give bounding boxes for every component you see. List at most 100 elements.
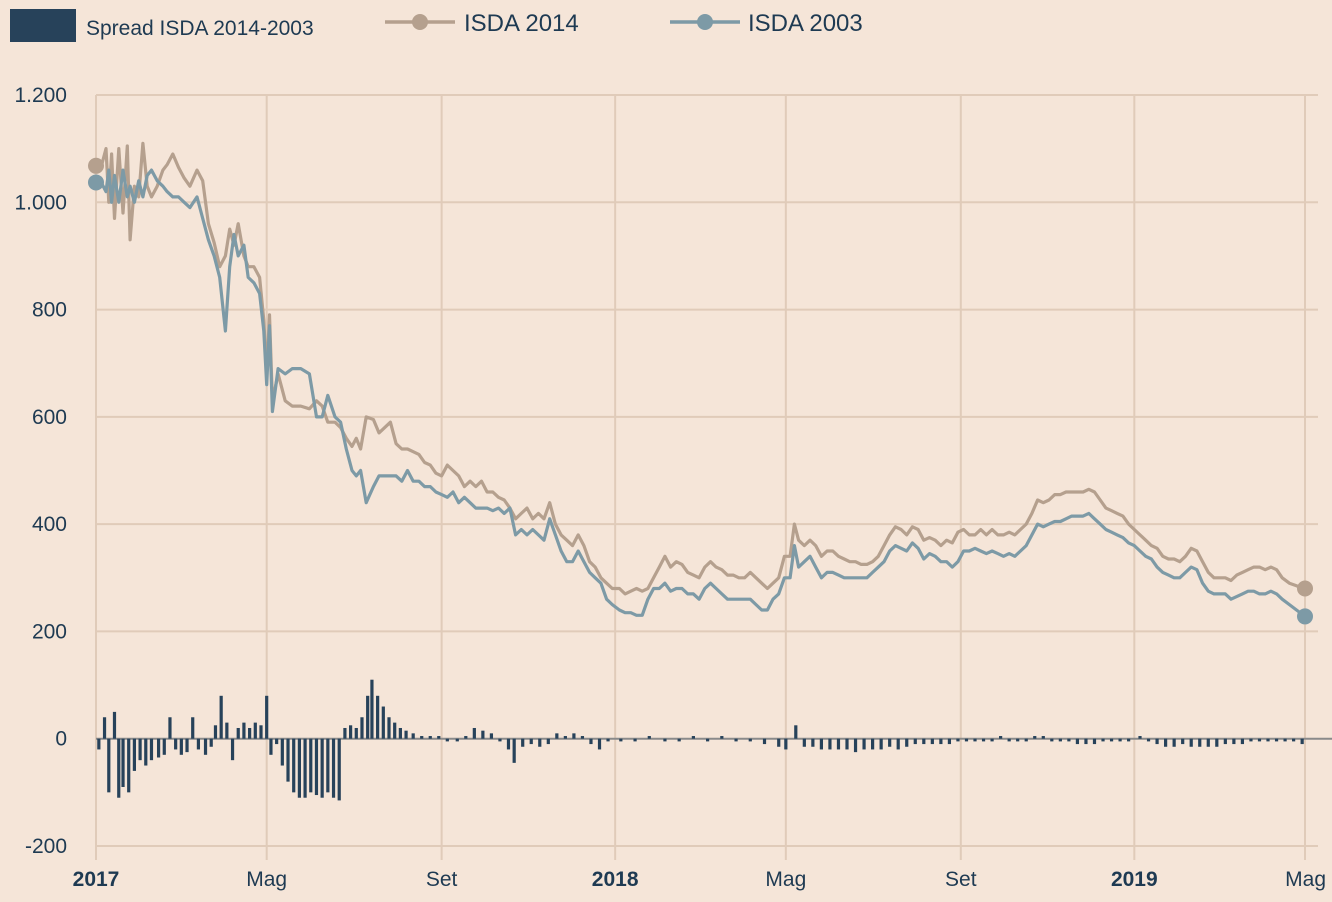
spread-bar — [387, 717, 391, 739]
spread-bar — [1206, 738, 1210, 747]
spread-bar — [1249, 738, 1253, 742]
spread-bar — [121, 738, 125, 787]
spread-bar — [663, 738, 667, 742]
spread-bar — [828, 738, 832, 750]
spread-bar — [203, 738, 208, 755]
spread-bar — [572, 733, 576, 739]
spread-bar — [303, 738, 307, 798]
y-tick-label: 800 — [32, 299, 67, 322]
spread-bar — [253, 722, 257, 739]
spread-bar — [162, 738, 166, 755]
spread-bar — [845, 738, 849, 750]
y-tick-label: -200 — [25, 835, 67, 858]
spread-bar — [498, 738, 502, 742]
spread-bar — [734, 738, 738, 742]
spread-bar — [265, 695, 269, 739]
spread-bar — [1300, 738, 1304, 745]
spread-bar — [445, 738, 449, 742]
spread-bar — [879, 738, 883, 750]
spread-bar — [1067, 738, 1071, 742]
x-axis: 2017 Mag Set 2018 Mag Set 2019 Mag — [73, 868, 1326, 891]
spread-bar — [404, 730, 408, 739]
grid — [95, 94, 1332, 860]
spread-bar — [784, 738, 788, 750]
spread-bar — [1101, 738, 1105, 742]
spread-bar — [506, 738, 511, 750]
spread-bar — [905, 738, 909, 747]
spread-bar — [420, 736, 424, 739]
spread-bar — [512, 738, 516, 763]
spread-bar — [1283, 738, 1287, 742]
spread-bar — [538, 738, 542, 747]
spread-bar — [337, 738, 341, 801]
legend-swatch-spread — [10, 9, 76, 42]
spread-bar — [794, 725, 798, 739]
spread-bar — [862, 738, 866, 750]
x-tick-label: 2018 — [592, 868, 639, 891]
spread-bar — [360, 717, 364, 739]
spread-bar — [185, 738, 189, 753]
start-marker-isda-2014 — [88, 157, 104, 174]
spread-bar — [1198, 738, 1202, 747]
spread-bar — [393, 722, 397, 739]
spread-bar — [606, 738, 610, 742]
legend-label-isda2003: ISDA 2003 — [748, 10, 863, 37]
spread-bar — [326, 738, 330, 793]
spread-bar — [343, 727, 347, 739]
spread-bar — [1240, 738, 1245, 745]
spread-bar — [811, 738, 815, 747]
spread-bar — [370, 679, 374, 739]
end-marker-isda-2003 — [1297, 608, 1313, 625]
spread-bar — [248, 727, 252, 739]
x-tick-label: Mag — [246, 868, 287, 891]
spread-bar — [1266, 738, 1270, 742]
spread-bar — [1215, 738, 1219, 747]
end-marker-isda-2014 — [1297, 580, 1313, 597]
spread-bar — [127, 738, 131, 793]
spread-bar — [437, 736, 441, 739]
spread-bar — [930, 738, 934, 745]
spread-bar — [1016, 738, 1020, 742]
spread-bar — [1189, 738, 1193, 747]
spread-bar — [913, 738, 917, 745]
spread-bar — [376, 695, 380, 739]
spread-bar — [1181, 738, 1185, 745]
spread-bar — [973, 738, 977, 742]
spread-bar — [455, 738, 459, 742]
spread-bar — [1058, 738, 1062, 742]
spread-bar — [314, 738, 319, 796]
spread-bar — [309, 738, 313, 793]
spread-bar — [853, 738, 858, 753]
spread-bar — [819, 738, 823, 750]
x-tick-label: Mag — [1285, 868, 1326, 891]
spread-bar — [1007, 738, 1011, 742]
x-tick-label: 2019 — [1111, 868, 1158, 891]
spread-bar — [1092, 738, 1097, 745]
spread-bar — [1223, 738, 1227, 745]
spread-bar — [1138, 736, 1142, 739]
spread-bar — [777, 738, 781, 747]
spread-bar — [168, 717, 172, 739]
spread-bar — [1155, 738, 1159, 745]
spread-bar — [1164, 738, 1168, 747]
spread-bar — [1084, 738, 1088, 745]
y-tick-label: 1.000 — [14, 191, 67, 214]
spread-bar — [117, 738, 121, 798]
spread-bar — [939, 738, 943, 745]
spread-bar — [112, 711, 117, 739]
spread-bar — [964, 738, 969, 742]
spread-bar — [1024, 738, 1028, 742]
x-tick-label: 2017 — [73, 868, 120, 891]
spread-bar — [489, 733, 494, 739]
spread-bar — [428, 736, 432, 739]
spread-bar — [196, 738, 201, 750]
y-tick-label: 200 — [32, 620, 67, 643]
spread-bar — [647, 736, 651, 739]
spread-bar — [896, 738, 900, 750]
line-isda-2003 — [95, 168, 1306, 618]
spread-bar — [149, 738, 154, 761]
start-marker-isda-2003 — [88, 174, 104, 191]
spread-bar — [1050, 738, 1054, 742]
spread-bar — [990, 738, 994, 742]
spread-bar — [138, 738, 142, 761]
